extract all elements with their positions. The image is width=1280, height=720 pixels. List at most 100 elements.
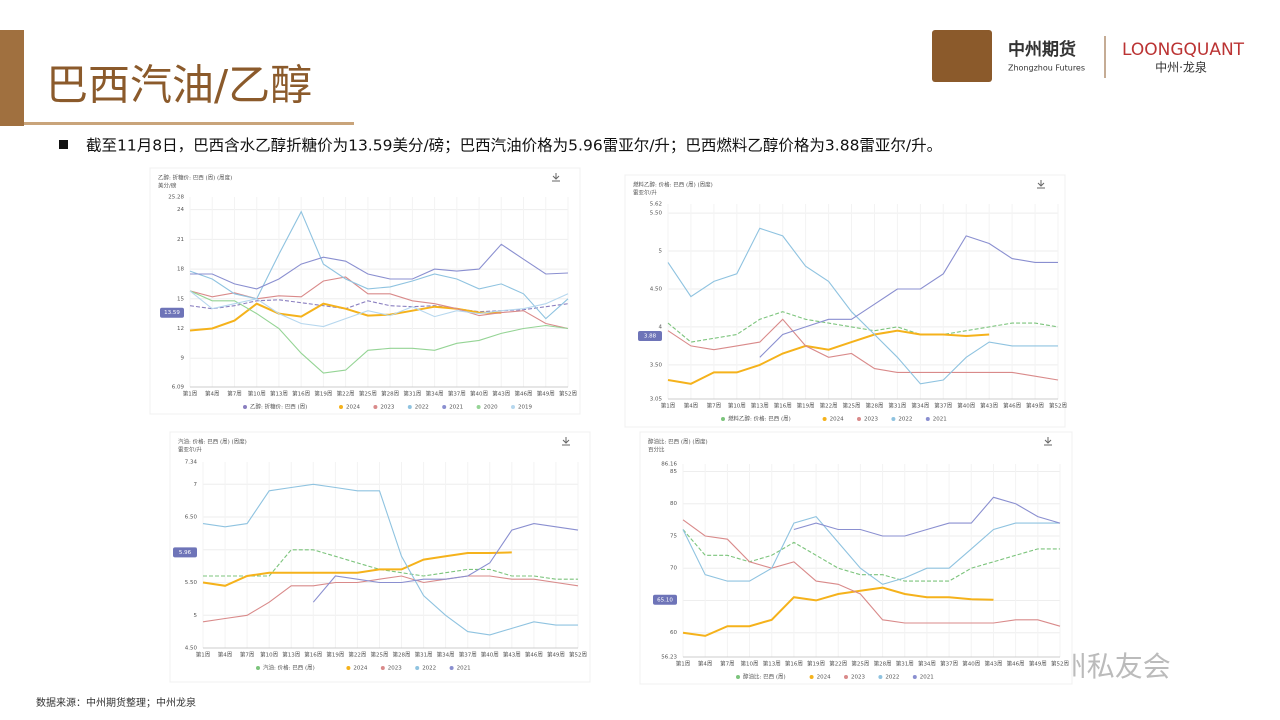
x-tick-label: 第16周: [304, 651, 322, 659]
x-tick-label: 第52周: [569, 651, 587, 659]
legend-label: 2023: [864, 417, 878, 423]
x-tick-label: 第13周: [763, 660, 781, 668]
x-tick-label: 第46周: [525, 651, 543, 659]
x-tick-label: 第46周: [515, 390, 533, 398]
title-underline: [24, 122, 354, 125]
x-tick-label: 第40周: [962, 660, 980, 668]
x-tick-label: 第52周: [1051, 660, 1069, 668]
legend-label: 2021: [920, 675, 934, 681]
chart-title: 燃料乙醇: 价格: 巴西 (周) (周度): [633, 181, 713, 189]
legend-label: 2024: [830, 417, 844, 423]
series-line: [190, 243, 569, 290]
legend-dot: [373, 405, 378, 409]
y-tick-label: 12: [177, 326, 184, 332]
y-limit-label: 25.28: [168, 195, 184, 201]
legend-dot: [891, 417, 896, 421]
current-value-tag: [173, 547, 197, 558]
legend-label: 2021: [933, 417, 947, 423]
x-tick-label: 第7周: [720, 660, 735, 668]
x-tick-label: 第19周: [807, 660, 825, 668]
x-tick-label: 第4周: [218, 651, 233, 659]
x-tick-label: 第19周: [326, 651, 344, 659]
legend-label: 2024: [817, 675, 831, 681]
current-value-label: 3.88: [644, 334, 657, 340]
y-axis-label: 雷亚尔/升: [633, 189, 657, 197]
bullet-text: 截至11月8日，巴西含水乙醇折糖价为13.59美分/磅；巴西汽油价格为5.96雷…: [86, 137, 942, 155]
legend-label: 燃料乙醇: 价格: 巴西 (周): [728, 415, 791, 423]
legend-dot: [449, 666, 454, 670]
legend-dot: [256, 666, 260, 670]
current-value-label: 5.96: [179, 550, 192, 556]
x-tick-label: 第34周: [426, 390, 444, 398]
series-line: [202, 575, 579, 623]
x-tick-label: 第22周: [829, 660, 847, 668]
logo-cn: 中州期货: [1008, 39, 1076, 60]
legend-dot: [844, 675, 848, 679]
x-tick-label: 第16周: [292, 390, 310, 398]
legend-dot: [339, 405, 343, 409]
chart-panel: [169, 431, 591, 683]
x-tick-label: 第31周: [415, 651, 433, 659]
x-tick-label: 第46周: [1007, 660, 1025, 668]
x-tick-label: 第28周: [393, 651, 411, 659]
x-tick-label: 第37周: [448, 390, 466, 398]
series-line: [667, 329, 990, 385]
y-axis-label: 美分/磅: [158, 182, 177, 190]
x-tick-label: 第10周: [741, 660, 759, 668]
logo-icon: [932, 30, 992, 82]
legend-dot: [736, 675, 740, 679]
x-tick-label: 第1周: [183, 390, 198, 398]
y-tick-label: 6.50: [185, 515, 198, 521]
x-tick-label: 第16周: [785, 660, 803, 668]
y-tick-label: 21: [177, 237, 184, 243]
current-value-tag: [653, 594, 677, 605]
y-tick-label: 80: [670, 501, 677, 507]
legend-label: 2022: [422, 666, 436, 672]
x-tick-label: 第49周: [1026, 402, 1044, 410]
series-line: [189, 290, 569, 374]
legend-dot: [511, 405, 515, 409]
series-line: [189, 210, 569, 320]
series-line: [203, 549, 578, 580]
y-tick-label: 5.50: [650, 211, 663, 217]
x-tick-label: 第25周: [843, 402, 861, 410]
legend-dot: [878, 675, 883, 679]
y-limit-label: 56.23: [661, 655, 677, 661]
x-tick-label: 第43周: [492, 390, 510, 398]
x-tick-label: 第19周: [314, 390, 332, 398]
x-tick-label: 第37周: [459, 651, 477, 659]
y-limit-label: 6.09: [172, 385, 185, 391]
chart-title: 醇油比: 巴西 (周) (周度): [648, 438, 708, 446]
chart-title: 汽油: 价格: 巴西 (周) (周度): [178, 438, 247, 446]
y-tick-label: 85: [670, 469, 677, 475]
x-tick-label: 第13周: [270, 390, 288, 398]
x-tick-label: 第25周: [370, 651, 388, 659]
series-line: [682, 519, 1061, 627]
legend-label: 2021: [449, 405, 463, 411]
current-value-tag: [638, 331, 662, 342]
x-tick-label: 第37周: [940, 660, 958, 668]
brand-cn: 中州·龙泉: [1155, 60, 1207, 75]
legend-dot: [407, 405, 412, 409]
series-line: [189, 302, 502, 332]
current-value-label: 65.10: [657, 597, 673, 603]
series-line: [682, 586, 994, 637]
x-tick-label: 第1周: [676, 660, 691, 668]
x-tick-label: 第10周: [728, 402, 746, 410]
legend-label: 2022: [898, 417, 912, 423]
y-limit-label: 86.16: [661, 462, 677, 468]
legend-dot: [346, 666, 351, 670]
y-tick-label: 4.50: [185, 646, 198, 652]
y-tick-label: 70: [670, 566, 677, 572]
y-tick-label: 3.50: [650, 362, 663, 368]
series-line: [759, 235, 1058, 358]
x-tick-label: 第22周: [820, 402, 838, 410]
y-tick-label: 5: [194, 613, 198, 619]
y-limit-label: 3.05: [650, 397, 663, 403]
y-tick-label: 4: [659, 324, 663, 330]
current-value-label: 13.59: [164, 310, 180, 316]
legend-label: 2020: [484, 405, 498, 411]
source-note: 数据来源：中州期货整理；中州龙泉: [36, 696, 196, 709]
current-value-tag: [160, 307, 184, 318]
